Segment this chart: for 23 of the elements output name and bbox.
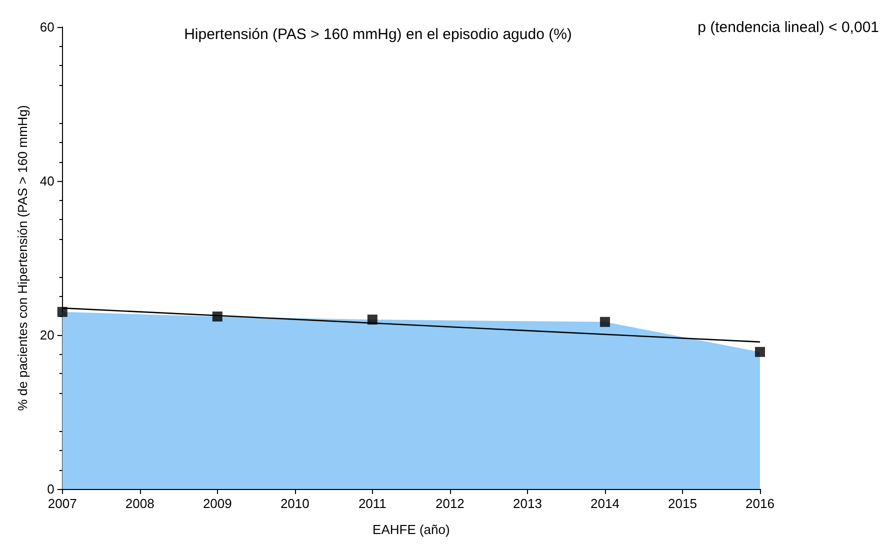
y-tick-label: 60 <box>40 20 54 34</box>
x-tick-label: 2008 <box>125 496 154 511</box>
point <box>367 314 378 325</box>
x-tick-label: 2014 <box>590 496 620 511</box>
x-tick-label: 2007 <box>48 496 77 511</box>
x-tick-label: 2016 <box>746 496 774 511</box>
chart-title: Hipertensión (PAS > 160 mmHg) en el episodio agudo (%) <box>184 26 572 43</box>
x-tick-label: 2013 <box>512 496 542 511</box>
x-tick-label: 2012 <box>435 496 464 511</box>
point <box>57 306 68 317</box>
y-tick-label: 20 <box>40 328 54 342</box>
y-tick-label: 40 <box>40 174 54 188</box>
y-axis-title: % de pacientes con Hipertensión (PAS > 160 mmHg) <box>15 105 30 411</box>
point <box>600 316 610 327</box>
x-tick-label: 2011 <box>358 496 386 511</box>
x-tick-label: 2010 <box>280 496 310 511</box>
x-axis-title: EAHFE (año) <box>372 522 450 537</box>
x-tick-label: 2015 <box>668 496 697 511</box>
x-tick-label: 2009 <box>202 496 232 511</box>
point <box>212 312 222 322</box>
point <box>755 346 765 357</box>
annotation: p (tendencia lineal) < 0,001 <box>698 19 880 36</box>
y-tick-label: 0 <box>47 482 54 496</box>
